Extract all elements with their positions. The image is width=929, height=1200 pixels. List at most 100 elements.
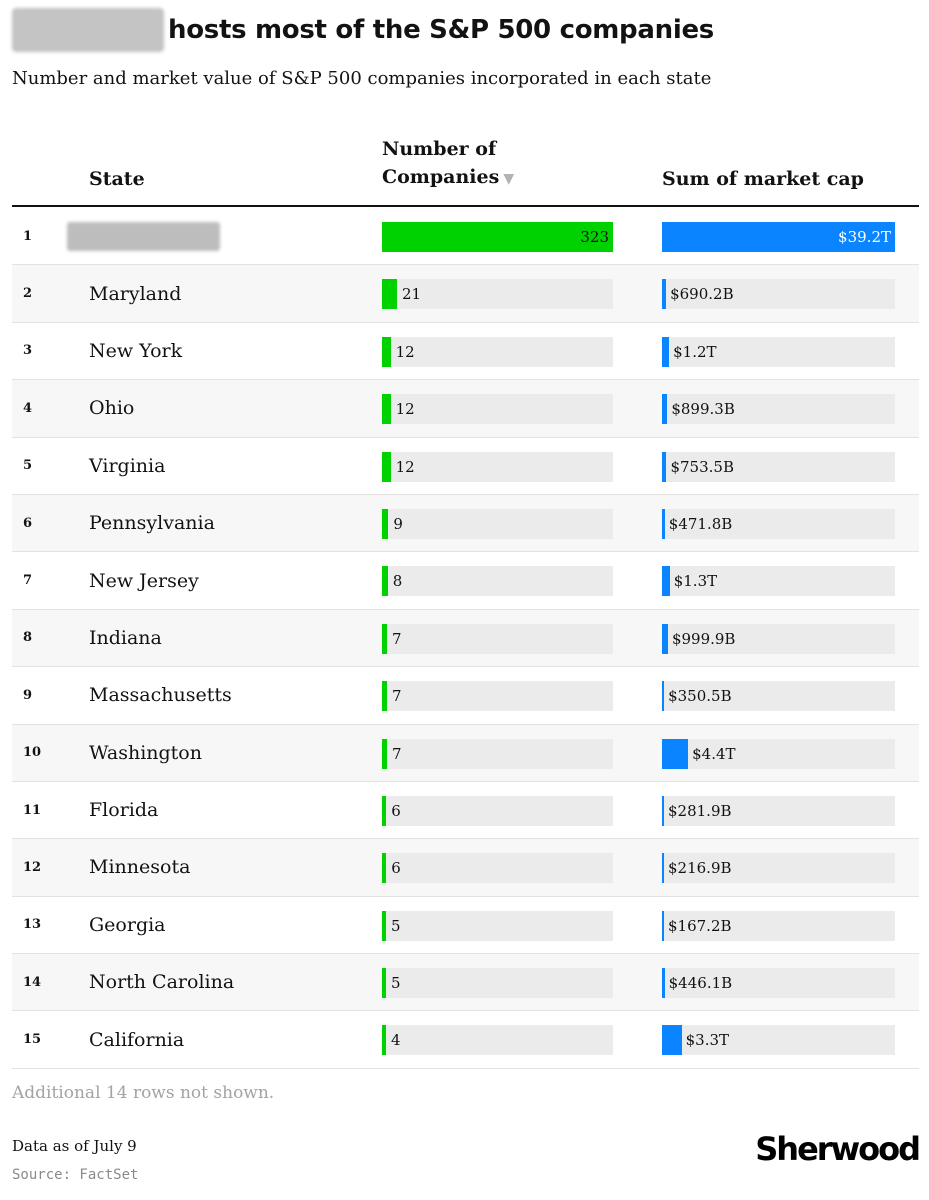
column-header-market-cap[interactable]: Sum of market cap — [662, 168, 864, 190]
row-rank: 12 — [23, 859, 42, 875]
count-bar-track: 12 — [382, 394, 613, 425]
count-value-label: 5 — [391, 916, 401, 935]
table-row: 3 New York 12 $1.2T — [12, 323, 919, 381]
market-cap-value-label: $690.2B — [670, 285, 734, 304]
count-value-label: 323 — [580, 228, 609, 246]
row-state: Indiana — [89, 626, 162, 649]
market-cap-value-label: $1.3T — [673, 572, 718, 591]
count-bar — [382, 910, 386, 941]
count-bar — [382, 394, 391, 425]
market-cap-bar-track: $3.3T — [662, 1025, 895, 1056]
row-rank: 2 — [23, 286, 33, 302]
row-state: California — [89, 1028, 185, 1051]
row-rank: 7 — [23, 573, 33, 589]
market-cap-bar-track: $4.4T — [662, 738, 895, 769]
row-state: Florida — [89, 799, 159, 822]
redacted-state-name — [12, 8, 164, 52]
market-cap-value-label: $471.8B — [668, 514, 733, 533]
count-bar — [382, 623, 387, 654]
row-state: Virginia — [89, 454, 166, 477]
count-bar-track: 323 — [382, 222, 613, 252]
row-state: Washington — [89, 741, 202, 764]
market-cap-value-label: $281.9B — [668, 801, 732, 820]
redacted-state-name — [67, 222, 220, 251]
market-cap-bar-track: $167.2B — [662, 910, 895, 941]
row-rank: 8 — [23, 630, 33, 646]
market-cap-bar — [662, 566, 670, 597]
row-rank: 9 — [23, 687, 33, 703]
market-cap-bar — [662, 336, 670, 367]
count-bar-track: 12 — [382, 336, 613, 367]
count-bar-track: 21 — [382, 279, 613, 310]
market-cap-bar-track: $899.3B — [662, 394, 895, 425]
market-cap-value-label: $999.9B — [671, 629, 736, 648]
market-cap-bar — [662, 968, 665, 999]
chart-subtitle: Number and market value of S&P 500 compa… — [12, 68, 712, 89]
market-cap-value-label: $350.5B — [668, 687, 732, 706]
market-cap-bar-track: $350.5B — [662, 681, 895, 712]
title-row: hosts most of the S&P 500 companies — [12, 8, 714, 52]
market-cap-value-label: $167.2B — [668, 916, 732, 935]
row-state: Minnesota — [89, 856, 191, 879]
table-row: 13 Georgia 5 $167.2B — [12, 897, 919, 955]
row-rank: 15 — [23, 1032, 42, 1048]
count-value-label: 12 — [395, 457, 415, 476]
count-bar — [382, 1025, 386, 1056]
count-bar-track: 6 — [382, 795, 613, 826]
count-value-label: 12 — [395, 342, 415, 361]
column-header-count-line1: Number of — [382, 138, 497, 160]
market-cap-value-label: $216.9B — [668, 859, 732, 878]
market-cap-bar — [662, 623, 668, 654]
column-header-count-line2: Companies — [382, 166, 500, 188]
market-cap-bar — [662, 853, 664, 884]
count-bar — [382, 566, 388, 597]
market-cap-bar-track: $753.5B — [662, 451, 895, 482]
row-rank: 6 — [23, 515, 33, 531]
table-row: 10 Washington 7 $4.4T — [12, 724, 919, 782]
count-bar — [382, 222, 613, 252]
market-cap-bar-track: $1.2T — [662, 336, 895, 367]
count-bar-track: 7 — [382, 738, 613, 769]
table-row: 4 Ohio 12 $899.3B — [12, 380, 919, 438]
market-cap-value-label: $4.4T — [692, 744, 736, 763]
market-cap-bar — [662, 394, 668, 425]
market-cap-bar — [662, 738, 689, 769]
row-state: Massachusetts — [89, 684, 232, 707]
count-bar-track: 8 — [382, 566, 613, 597]
market-cap-bar — [662, 910, 664, 941]
chart-title: hosts most of the S&P 500 companies — [168, 15, 714, 45]
row-state: Ohio — [89, 397, 135, 420]
sherwood-logo: Sherwood — [755, 1130, 921, 1168]
table-row: 1 323 $39.2T — [12, 208, 919, 266]
row-state: Pennsylvania — [89, 512, 215, 535]
count-bar — [382, 279, 398, 310]
count-value-label: 6 — [391, 859, 401, 878]
count-bar — [382, 853, 387, 884]
table-row: 6 Pennsylvania 9 $471.8B — [12, 494, 919, 553]
market-cap-bar — [662, 222, 895, 252]
row-state: Maryland — [89, 282, 182, 305]
market-cap-bar-track: $281.9B — [662, 795, 895, 826]
count-bar-track: 4 — [382, 1025, 613, 1056]
column-header-count[interactable]: Number of Companies ▼ — [382, 135, 514, 195]
market-cap-bar-track: $999.9B — [662, 623, 895, 654]
table-row: 9 Massachusetts 7 $350.5B — [12, 667, 919, 725]
count-bar — [382, 451, 391, 482]
market-cap-value-label: $446.1B — [668, 974, 733, 993]
table-row: 14 North Carolina 5 $446.1B — [12, 954, 919, 1012]
count-value-label: 7 — [392, 629, 402, 648]
data-as-of: Data as of July 9 — [12, 1137, 137, 1155]
count-value-label: 8 — [392, 572, 403, 591]
market-cap-bar — [662, 451, 667, 482]
count-bar — [382, 968, 386, 999]
market-cap-value-label: $899.3B — [671, 400, 735, 419]
row-state: New York — [89, 339, 183, 362]
count-value-label: 5 — [391, 974, 401, 993]
row-rank: 4 — [23, 400, 33, 416]
count-value-label: 9 — [393, 514, 403, 533]
table-row: 15 California 4 $3.3T — [12, 1011, 919, 1069]
count-bar — [382, 795, 387, 826]
column-header-state[interactable]: State — [89, 168, 145, 190]
market-cap-bar-track: $39.2T — [662, 222, 895, 252]
market-cap-bar — [662, 279, 667, 310]
